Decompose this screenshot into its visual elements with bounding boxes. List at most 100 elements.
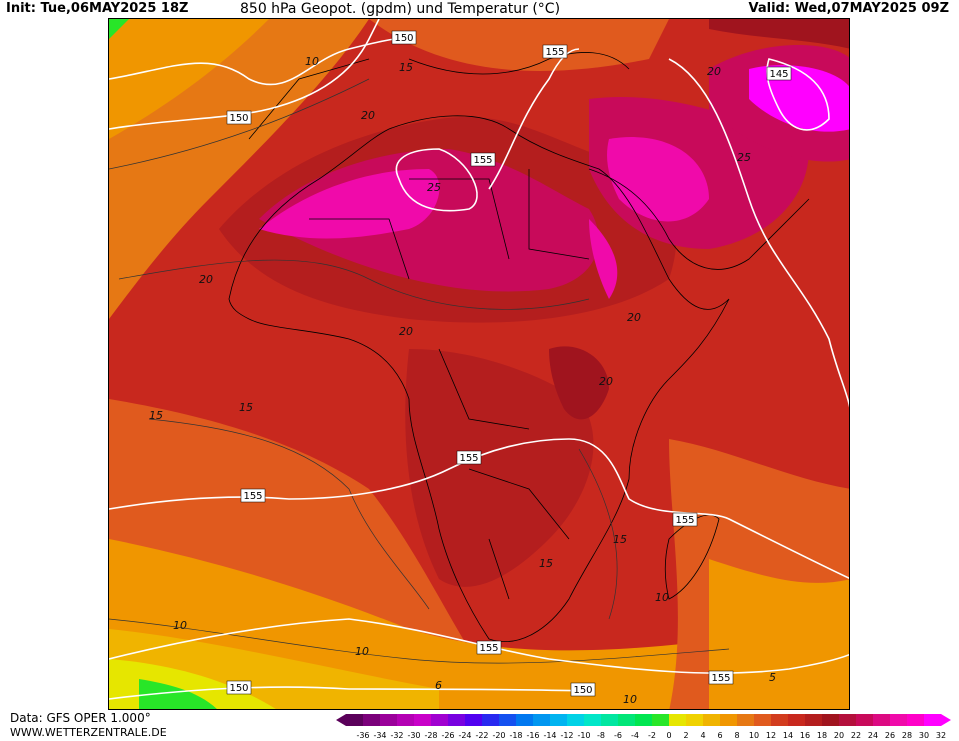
geo-label: 150 (570, 682, 596, 697)
geo-label: 150 (226, 680, 252, 695)
legend-swatch (805, 714, 822, 726)
temp-label: 20 (599, 375, 613, 388)
legend-swatch (363, 714, 380, 726)
legend-arrow-low (336, 714, 346, 726)
legend-swatch (754, 714, 771, 726)
isotherm-line (109, 78, 370, 170)
svg-text:150: 150 (229, 683, 248, 694)
geo-label: 155 (708, 670, 734, 685)
legend-swatch (686, 714, 703, 726)
legend-swatch (788, 714, 805, 726)
iberia-coast (248, 58, 370, 140)
legend-swatch (737, 714, 754, 726)
isotherm-line (578, 448, 618, 620)
legend-tick-label: 10 (749, 731, 759, 740)
legend-swatches (336, 714, 951, 726)
legend-swatch (431, 714, 448, 726)
temp-label: 15 (539, 557, 553, 570)
legend-tick-label: 24 (868, 731, 878, 740)
legend-tick-label: 14 (783, 731, 793, 740)
legend-swatch (601, 714, 618, 726)
legend-tick-label: 22 (851, 731, 861, 740)
temp-region-mediterranean (369, 19, 669, 71)
legend-swatch (533, 714, 550, 726)
africa-coastline (228, 115, 730, 642)
svg-text:155: 155 (711, 673, 730, 684)
legend-tick-label: -22 (475, 731, 488, 740)
legend-tick-label: -36 (356, 731, 369, 740)
geo-label: 155 (476, 640, 502, 655)
legend-swatch (516, 714, 533, 726)
legend-tick-label: 8 (734, 731, 739, 740)
red-sea-arabia-coast (588, 168, 810, 270)
temp-region-corner-cold (109, 19, 129, 39)
legend-swatch (584, 714, 601, 726)
temp-label: 25 (427, 181, 441, 194)
legend-tick-label: -6 (614, 731, 622, 740)
legend-tick-label: -34 (373, 731, 386, 740)
geopotential-contours (109, 19, 849, 700)
geo-label: 145 (766, 66, 792, 81)
geo-label: 155 (470, 152, 496, 167)
contour-155-sahara (395, 148, 478, 212)
legend-tick-label: 16 (800, 731, 810, 740)
legend-swatch (669, 714, 686, 726)
init-time: Init: Tue,06MAY2025 18Z (6, 1, 189, 16)
legend-swatch (720, 714, 737, 726)
legend-swatch (839, 714, 856, 726)
svg-text:150: 150 (229, 113, 248, 124)
temp-region-caspian (709, 19, 849, 49)
isotherm-line (148, 418, 430, 610)
legend-tick-label: 6 (717, 731, 722, 740)
legend-swatch (448, 714, 465, 726)
legend-tick-label: -12 (560, 731, 573, 740)
temp-label: 10 (355, 645, 369, 658)
temp-region-north-atlantic-cool (109, 19, 269, 139)
country-borders (309, 169, 590, 600)
legend-tick-label: -10 (577, 731, 590, 740)
geo-label: 155 (672, 512, 698, 527)
geo-label: 150 (391, 30, 417, 45)
temp-label: 20 (399, 325, 413, 338)
legend-swatch (414, 714, 431, 726)
contour-150-north (109, 36, 410, 86)
legend-tick-label: 0 (666, 731, 671, 740)
isotherms (109, 78, 730, 664)
madagascar-coastline (664, 514, 720, 600)
contour-155-southern (109, 618, 849, 674)
legend-swatch (635, 714, 652, 726)
legend-tick-label: -32 (390, 731, 403, 740)
mediterranean-coast (408, 52, 630, 75)
temp-region-great-lakes (549, 346, 609, 420)
legend-tick-label: -2 (648, 731, 656, 740)
legend-swatch (652, 714, 669, 726)
legend-swatch (907, 714, 924, 726)
temp-label: 20 (199, 273, 213, 286)
legend-ticks: -36 -34 -32 -30 -28 -26 -24 -22 -20 -18 -16 -14 -12-… (356, 731, 946, 740)
legend-swatch (703, 714, 720, 726)
svg-text:155: 155 (675, 515, 694, 526)
legend-swatch (771, 714, 788, 726)
svg-text:155: 155 (479, 643, 498, 654)
legend-tick-label: -30 (407, 731, 420, 740)
temp-region-iran-hottest (749, 65, 849, 132)
legend-tick-label: 26 (885, 731, 895, 740)
geo-label: 155 (240, 488, 266, 503)
legend-swatch (890, 714, 907, 726)
temp-label: 25 (737, 151, 751, 164)
legend-tick-label: -18 (509, 731, 522, 740)
temp-label: 20 (707, 65, 721, 78)
legend-swatch (822, 714, 839, 726)
svg-text:155: 155 (473, 155, 492, 166)
legend-swatch (465, 714, 482, 726)
geopotential-labels: 150 155 155 150 145 155 155 155 155 155 … (226, 30, 792, 697)
temp-label: 20 (361, 109, 375, 122)
legend-swatch (618, 714, 635, 726)
legend-swatch (482, 714, 499, 726)
temp-label: 15 (239, 401, 253, 414)
temp-region-arabia-hottest (607, 137, 709, 222)
isotherm-line (109, 618, 730, 664)
weather-map: 150 155 155 150 145 155 155 155 155 155 … (108, 18, 850, 710)
legend-tick-label: -28 (424, 731, 437, 740)
legend-tick-label: 18 (817, 731, 827, 740)
